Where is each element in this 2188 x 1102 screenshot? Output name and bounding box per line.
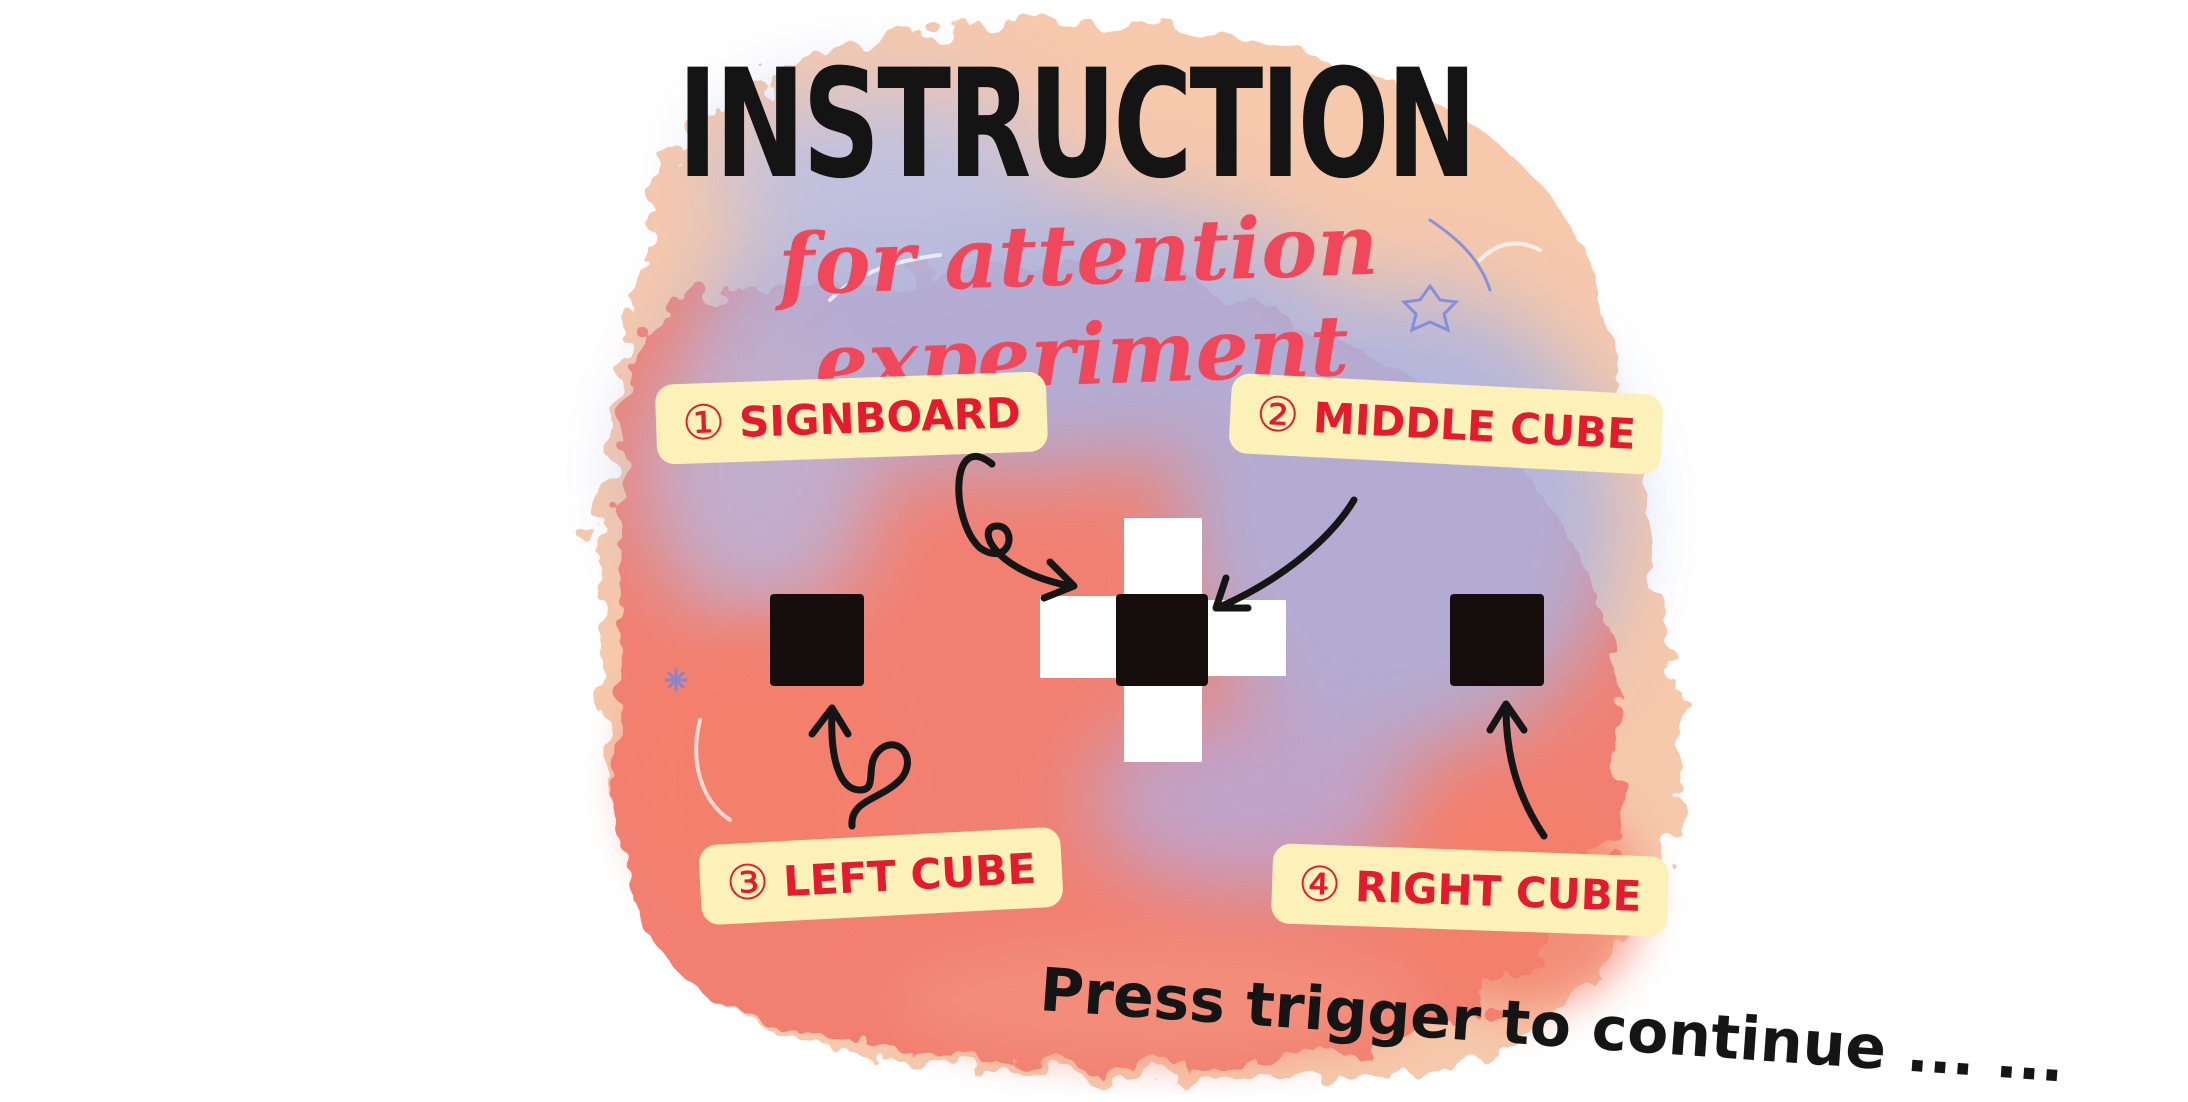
signboard-right-arm — [1198, 600, 1286, 676]
middle-cube-arrow — [1218, 496, 1358, 610]
signboard-left-arm — [1040, 596, 1128, 678]
middle-cube — [1116, 594, 1208, 686]
right-cube-arrow-head — [1486, 700, 1528, 734]
left-cube-arrow-head — [808, 704, 852, 738]
signboard-top-arm — [1124, 518, 1202, 598]
middle-cube-arrow-head — [1212, 574, 1252, 612]
left-cube — [770, 594, 864, 686]
left-cube-arrow — [828, 708, 911, 830]
signboard-bottom-arm — [1124, 676, 1202, 762]
right-cube — [1450, 594, 1544, 686]
right-cube-arrow — [1502, 704, 1548, 840]
signboard-arrow — [955, 453, 1074, 590]
signboard-arrow-head — [1040, 558, 1078, 602]
